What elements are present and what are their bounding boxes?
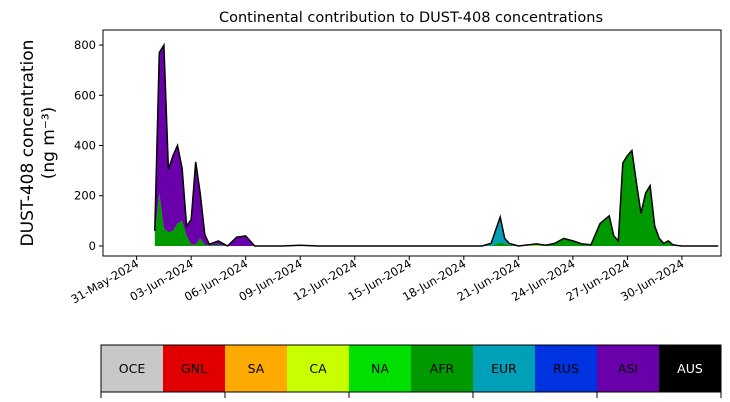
legend-swatch-sa <box>225 345 288 392</box>
plot-frame <box>102 29 722 257</box>
legend: OCE GNL SA CA NA AFR EUR RUS ASI AUS <box>100 344 722 398</box>
legend-frame <box>100 344 722 393</box>
y-axis-label-line1: DUST-408 concentration <box>18 40 38 247</box>
legend-label-aus: AUS <box>677 361 703 376</box>
legend-swatch-rus <box>535 345 598 392</box>
plot-area: 020040060080031-May-202403-Jun-202406-Ju… <box>68 29 722 306</box>
legend-label-eur: EUR <box>491 361 517 376</box>
legend-label-rus: RUS <box>553 361 579 376</box>
legend-swatch-asi <box>597 345 660 392</box>
y-axis-label: DUST-408 concentration (ng m⁻³) <box>18 40 59 247</box>
legend-label-sa: SA <box>248 361 265 376</box>
legend-swatch-gnl <box>163 345 226 392</box>
legend-swatch-oce <box>101 345 164 392</box>
chart-title: Continental contribution to DUST-408 con… <box>219 10 603 26</box>
legend-swatch-ca <box>287 345 350 392</box>
y-axis-label-line2: (ng m⁻³) <box>39 107 59 180</box>
y-tick-label: 400 <box>74 139 96 153</box>
legend-swatch-eur <box>473 345 536 392</box>
legend-label-afr: AFR <box>430 361 455 376</box>
legend-label-gnl: GNL <box>181 361 207 376</box>
legend-label-na: NA <box>371 361 389 376</box>
y-tick-label: 600 <box>74 88 96 102</box>
legend-swatch-na <box>349 345 412 392</box>
legend-label-ca: CA <box>309 361 327 376</box>
legend-label-asi: ASI <box>618 361 638 376</box>
legend-label-oce: OCE <box>119 361 146 376</box>
legend-swatch-aus <box>659 345 722 392</box>
legend-swatch-afr <box>411 345 474 392</box>
y-tick-label: 800 <box>74 38 96 52</box>
y-tick-label: 0 <box>89 239 96 253</box>
total-line <box>154 42 719 247</box>
y-tick-label: 200 <box>74 189 96 203</box>
x-tick-label: 31-May-2024 <box>68 256 141 306</box>
